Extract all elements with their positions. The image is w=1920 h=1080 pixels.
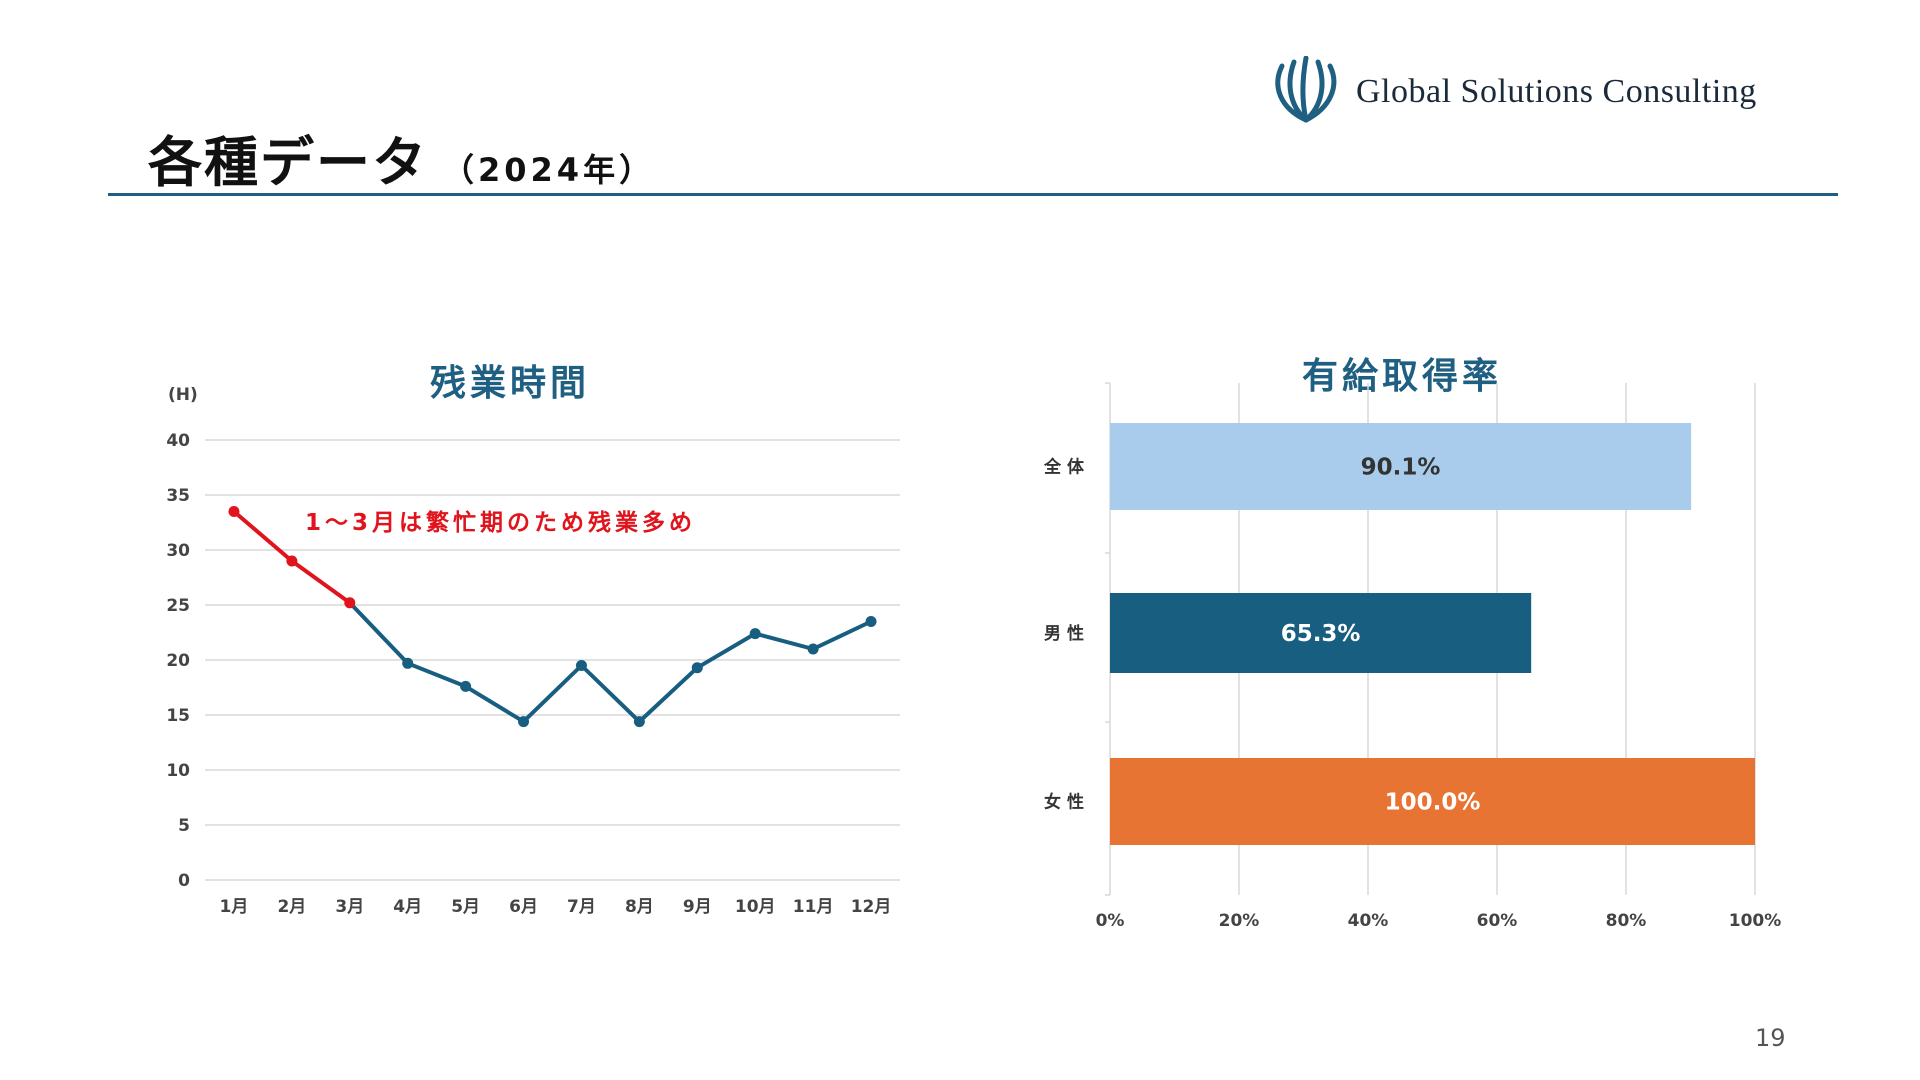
y-axis-tick-labels: 0 5 10 15 20 25 30 35 40 — [166, 431, 190, 891]
x-tick-label: 0% — [1096, 911, 1125, 931]
y-tick-label: 40 — [166, 431, 190, 451]
data-point — [691, 662, 703, 674]
slide-title-year: （2024年） — [442, 151, 656, 189]
x-axis-tick-labels: 0% 20% 40% 60% 80% 100% — [1096, 911, 1782, 931]
company-name: Global Solutions Consulting — [1356, 73, 1757, 110]
slide-title: 各種データ （2024年） — [148, 118, 655, 197]
bar — [1110, 758, 1755, 845]
line-segment — [289, 559, 352, 605]
x-tick-label: 6月 — [509, 897, 538, 917]
y-tick-label: 20 — [166, 651, 190, 671]
bars: 90.1% 65.3% 100.0% — [1110, 423, 1755, 845]
x-tick-label: 11月 — [793, 897, 834, 917]
line-segment — [347, 600, 410, 666]
x-tick-label: 2月 — [277, 897, 306, 917]
data-point — [807, 643, 819, 655]
x-tick-label: 4月 — [393, 897, 422, 917]
x-tick-label: 80% — [1606, 911, 1647, 931]
y-axis-unit-label: (H) — [168, 385, 198, 405]
category-label: 男性 — [1044, 623, 1090, 644]
y-tick-label: 10 — [166, 761, 190, 781]
data-point — [518, 716, 530, 728]
data-point — [344, 597, 356, 609]
x-tick-label: 5月 — [451, 897, 480, 917]
line-segment — [695, 631, 758, 670]
data-point — [575, 660, 587, 671]
y-tick-label: 5 — [178, 816, 190, 836]
line-segment — [405, 661, 468, 689]
overtime-line-chart: 残業時間 (H) 0 5 10 15 20 25 30 35 40 1月 2月 3月 4月 5月 6月 7月… — [166, 363, 900, 917]
leave-rate-bar-chart: 有給取得率 0% 20% 40% 60% 80% 100% 90.1% 65.3% 100.0… — [1043, 356, 1782, 931]
x-tick-label: 7月 — [567, 897, 596, 917]
data-point — [402, 657, 414, 669]
x-tick-label: 60% — [1477, 911, 1518, 931]
gridlines — [205, 439, 900, 881]
bar — [1110, 423, 1692, 510]
data-point — [228, 506, 240, 517]
x-axis-tick-labels: 1月 2月 3月 4月 5月 6月 7月 8月 9月 10月 11月 12月 — [220, 897, 892, 917]
line-segment — [231, 509, 294, 563]
line-segment — [521, 663, 584, 724]
y-tick-label: 30 — [166, 541, 190, 561]
x-tick-label: 100% — [1729, 911, 1782, 931]
bar-value-label: 65.3% — [1281, 621, 1361, 647]
series-overtime — [228, 506, 877, 728]
y-tick-label: 35 — [166, 486, 190, 506]
x-tick-label: 1月 — [220, 897, 249, 917]
chart-title-overtime: 残業時間 — [430, 363, 590, 404]
bar-value-label: 100.0% — [1385, 790, 1481, 816]
x-tick-label: 8月 — [625, 897, 654, 917]
busy-season-annotation: 1～3月は繁忙期のため残業多め — [305, 509, 696, 536]
line-segment — [811, 619, 874, 651]
x-tick-label: 12月 — [851, 897, 892, 917]
data-point — [286, 555, 298, 567]
x-tick-label: 20% — [1219, 911, 1260, 931]
title-divider — [108, 193, 1838, 196]
category-label: 女性 — [1044, 792, 1090, 813]
y-tick-label: 0 — [178, 871, 190, 891]
page-number: 19 — [1755, 1024, 1786, 1052]
line-segment — [753, 631, 816, 651]
line-segment — [579, 663, 642, 724]
company-logo: Global Solutions Consulting — [1268, 56, 1757, 128]
bar — [1110, 593, 1532, 673]
x-tick-label: 40% — [1348, 911, 1389, 931]
chart-title-leave-rate: 有給取得率 — [1302, 356, 1502, 397]
x-tick-label: 9月 — [683, 897, 712, 917]
data-point — [865, 616, 877, 627]
x-tick-label: 3月 — [335, 897, 364, 917]
globe-logo-icon — [1275, 56, 1337, 123]
category-label: 全体 — [1043, 457, 1090, 478]
data-point — [633, 716, 645, 728]
data-point — [749, 628, 761, 640]
y-tick-label: 25 — [166, 596, 190, 616]
line-segment — [637, 665, 700, 724]
line-segment — [463, 684, 526, 724]
x-tick-label: 10月 — [735, 897, 776, 917]
slide-title-text: 各種データ — [148, 131, 428, 194]
data-point — [460, 680, 472, 692]
bar-value-label: 90.1% — [1361, 455, 1441, 481]
y-tick-label: 15 — [166, 706, 190, 726]
